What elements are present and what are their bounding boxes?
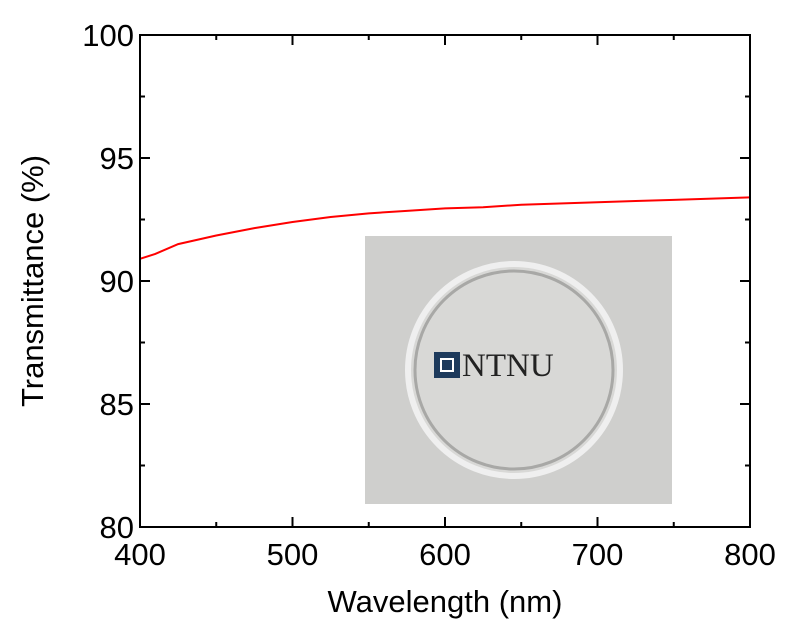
x-axis-label: Wavelength (nm) <box>328 584 563 619</box>
inset-photo: NTNU <box>365 236 672 504</box>
y-axis-label: Transmittance (%) <box>15 155 50 407</box>
y-tick-label: 80 <box>100 510 134 545</box>
y-tick-label: 85 <box>100 387 134 422</box>
x-tick-label: 500 <box>267 537 319 572</box>
x-tick-label: 700 <box>572 537 624 572</box>
y-tick-label: 100 <box>82 18 134 53</box>
logo <box>434 352 460 378</box>
inset-text: NTNU <box>462 348 554 384</box>
x-tick-label: 600 <box>419 537 471 572</box>
y-tick-label: 90 <box>100 264 134 299</box>
chart: NTNU Wavelength (nm) Transmittance (%) 4… <box>0 0 793 626</box>
x-tick-label: 800 <box>724 537 776 572</box>
y-tick-label: 95 <box>100 141 134 176</box>
